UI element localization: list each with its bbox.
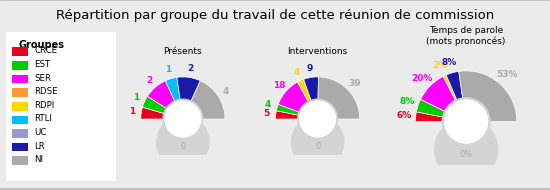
Title: Présents: Présents	[163, 47, 202, 56]
Circle shape	[163, 99, 202, 139]
Wedge shape	[421, 76, 456, 112]
Text: 8%: 8%	[400, 97, 415, 106]
Text: 18: 18	[273, 81, 285, 90]
Circle shape	[298, 99, 337, 139]
Text: LR: LR	[34, 142, 45, 151]
FancyBboxPatch shape	[12, 48, 28, 56]
Wedge shape	[298, 79, 312, 104]
Text: 0%: 0%	[459, 150, 473, 159]
FancyBboxPatch shape	[12, 129, 28, 138]
FancyBboxPatch shape	[12, 116, 28, 124]
Text: 6%: 6%	[397, 111, 412, 120]
Circle shape	[165, 101, 201, 137]
Wedge shape	[415, 112, 446, 122]
Text: 20%: 20%	[411, 74, 433, 83]
Wedge shape	[141, 107, 166, 119]
Text: 0: 0	[180, 142, 185, 151]
Wedge shape	[166, 77, 180, 103]
Wedge shape	[190, 81, 225, 119]
Text: 0: 0	[315, 142, 320, 151]
FancyBboxPatch shape	[12, 157, 28, 165]
Wedge shape	[276, 104, 301, 116]
FancyBboxPatch shape	[12, 61, 28, 70]
Text: CRCE: CRCE	[34, 46, 57, 55]
Text: RDSE: RDSE	[34, 87, 58, 96]
Text: RTLI: RTLI	[34, 115, 52, 124]
Text: Groupes: Groupes	[19, 40, 65, 50]
Text: 4: 4	[223, 87, 229, 96]
FancyBboxPatch shape	[2, 28, 119, 186]
Title: Temps de parole
(mots prononcés): Temps de parole (mots prononcés)	[426, 26, 506, 46]
Wedge shape	[446, 71, 463, 102]
Circle shape	[157, 116, 209, 168]
Text: 2: 2	[187, 64, 193, 73]
Wedge shape	[443, 75, 458, 103]
Wedge shape	[318, 77, 360, 119]
Circle shape	[165, 101, 201, 137]
Text: NI: NI	[34, 155, 43, 164]
FancyBboxPatch shape	[12, 143, 28, 151]
Wedge shape	[276, 111, 300, 119]
Circle shape	[300, 101, 336, 137]
Wedge shape	[416, 99, 447, 117]
Text: EST: EST	[34, 60, 51, 69]
Wedge shape	[142, 96, 168, 114]
Text: 2%: 2%	[432, 61, 448, 70]
Circle shape	[442, 98, 490, 145]
Text: 53%: 53%	[496, 70, 518, 79]
Text: 4: 4	[265, 101, 271, 109]
Text: UC: UC	[34, 128, 47, 137]
Text: 2: 2	[146, 76, 152, 85]
Text: 9: 9	[306, 64, 313, 73]
Text: 4: 4	[294, 68, 300, 77]
Text: RDPI: RDPI	[34, 101, 54, 110]
Text: 1: 1	[129, 107, 135, 116]
Text: 8%: 8%	[442, 58, 457, 66]
Text: 5: 5	[263, 109, 270, 118]
Circle shape	[292, 116, 344, 168]
Text: 1: 1	[133, 93, 139, 102]
Text: Répartition par groupe du travail de cette réunion de commission: Répartition par groupe du travail de cet…	[56, 9, 494, 21]
Text: SER: SER	[34, 74, 51, 83]
Wedge shape	[177, 77, 200, 103]
Wedge shape	[304, 77, 318, 102]
Circle shape	[445, 100, 487, 143]
Circle shape	[445, 100, 487, 143]
FancyBboxPatch shape	[12, 102, 28, 111]
Wedge shape	[278, 82, 309, 113]
Text: 1: 1	[166, 65, 172, 74]
Wedge shape	[459, 71, 517, 122]
FancyBboxPatch shape	[12, 88, 28, 97]
Circle shape	[434, 118, 498, 181]
Text: 39: 39	[348, 79, 361, 88]
FancyBboxPatch shape	[12, 75, 28, 83]
Circle shape	[300, 101, 336, 137]
Wedge shape	[147, 81, 175, 109]
Title: Interventions: Interventions	[288, 47, 348, 56]
